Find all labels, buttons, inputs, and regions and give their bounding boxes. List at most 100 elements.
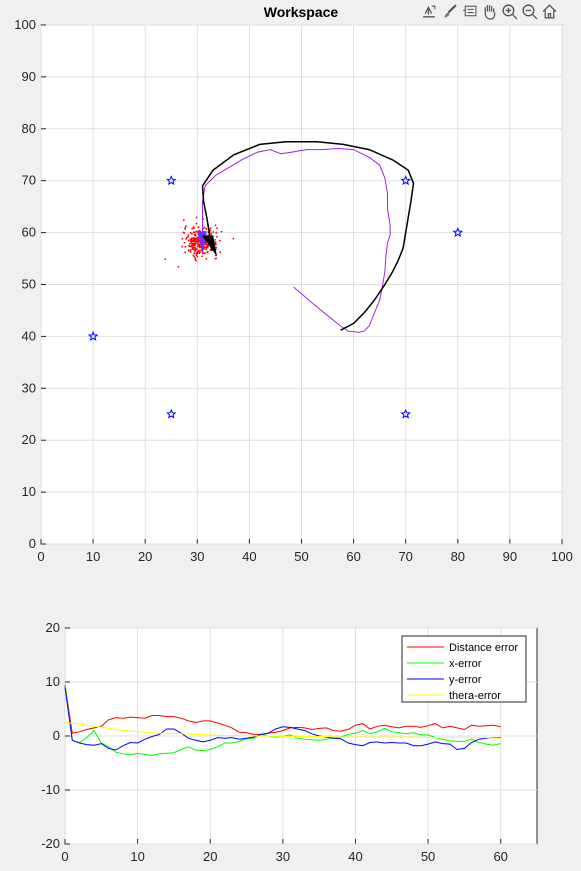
landmark-star	[166, 175, 177, 186]
particle-point	[185, 236, 188, 239]
particle-point	[205, 246, 208, 249]
particle-point	[195, 222, 198, 225]
particle-point	[191, 232, 193, 235]
particle-point	[193, 242, 196, 245]
err-ytick-label: -10	[41, 782, 60, 797]
ws-xtick-label: 20	[138, 549, 152, 564]
err-ytick-label: 10	[46, 674, 60, 689]
particle-point	[196, 238, 198, 241]
particle-point	[183, 241, 186, 244]
particle-point	[181, 245, 183, 248]
particle-point	[196, 243, 199, 245]
particle-point	[182, 231, 185, 234]
particle-point	[184, 228, 187, 230]
particle-point	[219, 239, 221, 242]
pan-button[interactable]	[480, 2, 499, 21]
brush-button[interactable]	[440, 2, 459, 21]
particle-point	[193, 252, 196, 255]
legend-label: thera-error	[449, 690, 501, 702]
zoom-in-icon	[502, 4, 518, 20]
particle-point	[196, 248, 199, 250]
particle-point	[205, 227, 208, 230]
particle-point	[187, 235, 190, 238]
zoom-out-button[interactable]	[520, 2, 539, 21]
error-plot: 0 10 20 30 40 50 60 -20 -10 0 10 20 Distance error x-…	[41, 620, 537, 864]
particle-point	[216, 235, 218, 238]
ws-xtick-label: 60	[346, 549, 360, 564]
particle-point	[216, 227, 218, 229]
particle-point	[164, 258, 167, 260]
series-line-distance-error	[64, 684, 501, 735]
datatip-icon	[463, 5, 477, 17]
err-xtick-label: 30	[276, 849, 290, 864]
ws-xtick-label: 100	[551, 549, 573, 564]
ws-ytick-label: 30	[22, 380, 36, 395]
series-line-thera-error	[64, 722, 501, 739]
particle-point	[195, 230, 198, 233]
particle-point	[189, 251, 192, 253]
particle-point	[195, 252, 198, 254]
particle-point	[212, 231, 215, 233]
err-ytick-label: -20	[41, 836, 60, 851]
particle-point	[190, 241, 193, 244]
particle-point	[189, 240, 192, 242]
particle-point	[194, 257, 197, 259]
particle-point	[215, 246, 218, 249]
landmark-star	[452, 227, 464, 238]
particle-point	[194, 250, 197, 253]
error-legend: Distance error x-error y-error thera-error	[401, 635, 527, 703]
particle-point	[184, 245, 187, 248]
ws-xtick-label: 0	[37, 549, 44, 564]
particle-point	[191, 237, 194, 240]
ws-ytick-label: 60	[22, 225, 36, 240]
particle-point	[201, 255, 204, 258]
particle-point	[203, 226, 206, 229]
series-line-y-error	[64, 687, 501, 751]
zoom-in-button[interactable]	[500, 2, 519, 21]
particle-point	[187, 239, 190, 242]
ws-ytick-label: 50	[22, 277, 36, 292]
particle-point	[193, 233, 196, 236]
export-button[interactable]	[420, 2, 439, 21]
particle-point	[184, 251, 187, 254]
particle-point	[204, 252, 206, 255]
particle-point	[198, 251, 201, 254]
ws-xtick-label: 80	[451, 549, 465, 564]
err-xtick-label: 40	[348, 849, 362, 864]
err-ytick-label: 0	[53, 728, 60, 743]
err-xtick-label: 10	[130, 849, 144, 864]
home-button[interactable]	[540, 2, 559, 21]
particle-point	[215, 231, 218, 234]
particle-point	[205, 248, 208, 251]
particle-point	[192, 226, 195, 228]
particle-point	[191, 245, 193, 248]
ws-ytick-label: 70	[22, 173, 36, 188]
particle-point	[207, 245, 209, 248]
ws-xtick-label: 10	[86, 549, 100, 564]
particle-point	[205, 258, 208, 260]
particle-point	[182, 219, 185, 222]
particle-point	[196, 245, 199, 248]
particle-point	[209, 227, 212, 230]
zoom-out-icon	[522, 4, 538, 20]
ws-ytick-label: 0	[29, 536, 36, 551]
export-icon	[423, 5, 436, 18]
particle-point	[195, 216, 198, 219]
particle-point	[199, 249, 201, 252]
particle-point	[214, 224, 217, 227]
particle-point	[184, 226, 187, 229]
particle-point	[190, 238, 193, 241]
ws-ytick-label: 40	[22, 328, 36, 343]
figure-toolbar	[420, 2, 559, 24]
err-xtick-label: 0	[61, 849, 68, 864]
particle-point	[214, 241, 217, 244]
particle-point	[191, 243, 194, 245]
particle-point	[177, 265, 180, 268]
ws-ytick-label: 10	[22, 484, 36, 499]
true-robot-marker	[202, 235, 218, 257]
particle-point	[197, 226, 200, 229]
pan-icon	[484, 5, 496, 20]
particle-point	[194, 231, 196, 234]
datatip-button[interactable]	[460, 2, 479, 21]
